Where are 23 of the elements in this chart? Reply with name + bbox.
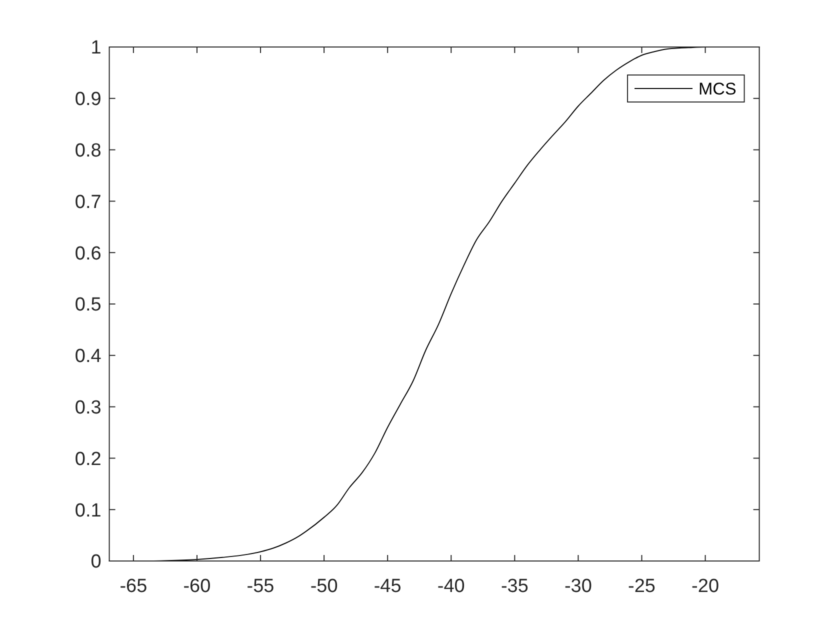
y-tick-label: 0.9 xyxy=(74,89,102,110)
legend-label: MCS xyxy=(698,79,736,98)
x-tick-label: -40 xyxy=(437,576,465,597)
x-tick-label: -65 xyxy=(120,576,148,597)
y-tick-label: 0.6 xyxy=(74,243,102,264)
x-tick-label: -35 xyxy=(500,576,528,597)
x-tick-label: -60 xyxy=(183,576,211,597)
y-tick-label: 0.1 xyxy=(74,500,102,522)
y-tick-label: 1 xyxy=(90,38,102,59)
y-tick-label: 0.4 xyxy=(74,346,102,368)
y-tick-label: 0.3 xyxy=(74,397,102,418)
x-tick-label: -55 xyxy=(246,576,274,597)
x-tick-label: -25 xyxy=(628,576,656,597)
y-tick-label: 0 xyxy=(90,552,102,573)
x-tick-label: -30 xyxy=(564,576,592,597)
y-tick-label: 0.2 xyxy=(74,448,102,470)
x-tick-label: -50 xyxy=(310,576,338,597)
y-tick-label: 0.8 xyxy=(74,140,102,162)
y-tick-label: 0.5 xyxy=(74,294,102,316)
x-tick-label: -45 xyxy=(374,576,402,597)
x-tick-label: -20 xyxy=(692,576,720,597)
y-tick-label: 0.7 xyxy=(74,192,102,213)
line-series xyxy=(108,46,760,562)
